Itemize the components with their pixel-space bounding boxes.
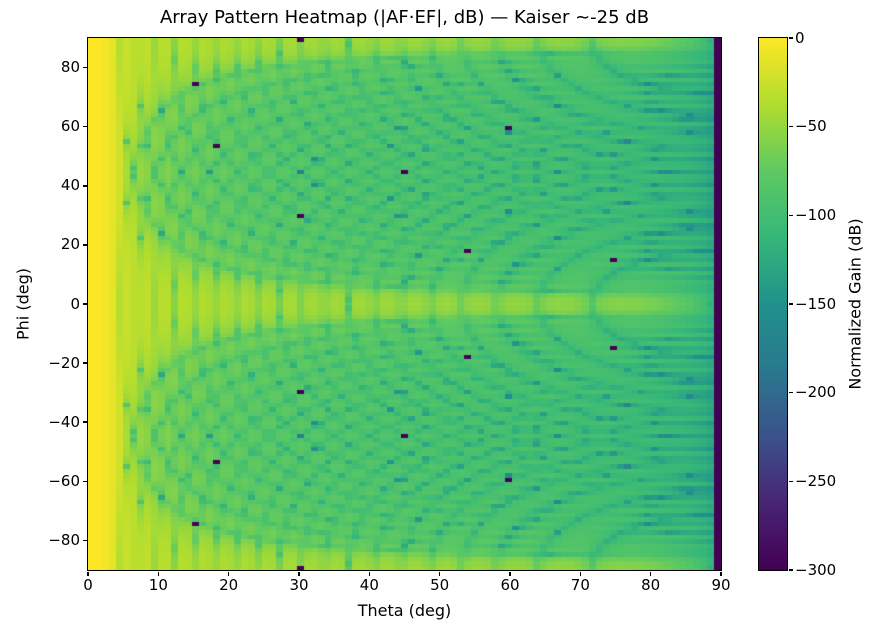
colorbar-tick-mark — [788, 480, 793, 483]
y-tick-label: −40 — [48, 412, 80, 431]
x-tick-label: 30 — [289, 576, 309, 594]
y-tick-mark — [82, 66, 87, 69]
y-tick-label: 60 — [60, 117, 80, 136]
y-tick-label: −20 — [48, 353, 80, 372]
x-tick-mark — [720, 571, 722, 576]
x-tick-label: 10 — [148, 576, 168, 594]
y-tick-mark — [82, 362, 87, 364]
colorbar-tick-label: 0 — [795, 28, 805, 47]
colorbar-tick-mark — [788, 391, 793, 394]
y-tick-label: 40 — [60, 176, 80, 195]
colorbar-tick-mark — [788, 37, 793, 39]
x-tick-mark — [509, 571, 511, 576]
x-tick-mark — [157, 571, 160, 576]
y-axis-label: Phi (deg) — [13, 268, 33, 340]
colorbar-tick-mark — [788, 569, 793, 571]
x-tick-mark — [438, 571, 441, 576]
x-tick-mark — [579, 571, 582, 576]
y-tick-mark — [82, 421, 87, 423]
colorbar-tick-label: −50 — [795, 117, 827, 136]
y-tick-mark — [82, 244, 87, 246]
colorbar-tick-mark — [788, 303, 793, 305]
x-tick-label: 60 — [500, 576, 520, 594]
y-tick-label: 80 — [60, 58, 80, 77]
y-tick-label: −60 — [48, 471, 80, 490]
colorbar-tick-label: −200 — [795, 383, 837, 402]
x-tick-label: 20 — [219, 576, 239, 594]
colorbar-tick-mark — [788, 214, 793, 217]
x-tick-mark — [87, 571, 89, 576]
colorbar-gradient — [759, 38, 787, 570]
y-tick-mark — [82, 539, 87, 542]
y-tick-mark — [82, 480, 87, 483]
x-tick-label: 90 — [711, 576, 731, 594]
x-tick-mark — [368, 571, 371, 576]
colorbar-tick-label: −300 — [795, 560, 837, 579]
colorbar-tick-mark — [788, 125, 793, 128]
y-tick-mark — [82, 125, 87, 128]
colorbar-label: Normalized Gain (dB) — [845, 218, 865, 390]
y-tick-label: 0 — [70, 294, 80, 313]
y-tick-label: −80 — [48, 530, 80, 549]
colorbar-tick-label: −150 — [795, 294, 837, 313]
y-tick-label: 20 — [60, 235, 80, 254]
x-tick-label: 80 — [641, 576, 661, 594]
y-tick-mark — [82, 303, 87, 305]
chart-title: Array Pattern Heatmap (|AF·EF|, dB) — Ka… — [159, 7, 650, 28]
x-tick-label: 70 — [570, 576, 590, 594]
x-tick-label: 50 — [430, 576, 450, 594]
colorbar-tick-label: −250 — [795, 471, 837, 490]
x-tick-mark — [298, 571, 300, 576]
colorbar-tick-label: −100 — [795, 205, 837, 224]
x-axis-label: Theta (deg) — [357, 601, 452, 620]
x-tick-mark — [227, 571, 230, 576]
heatmap-canvas — [88, 38, 721, 570]
x-tick-label: 0 — [83, 576, 93, 594]
x-tick-mark — [649, 571, 652, 576]
y-tick-mark — [82, 185, 87, 187]
x-tick-label: 40 — [359, 576, 379, 594]
